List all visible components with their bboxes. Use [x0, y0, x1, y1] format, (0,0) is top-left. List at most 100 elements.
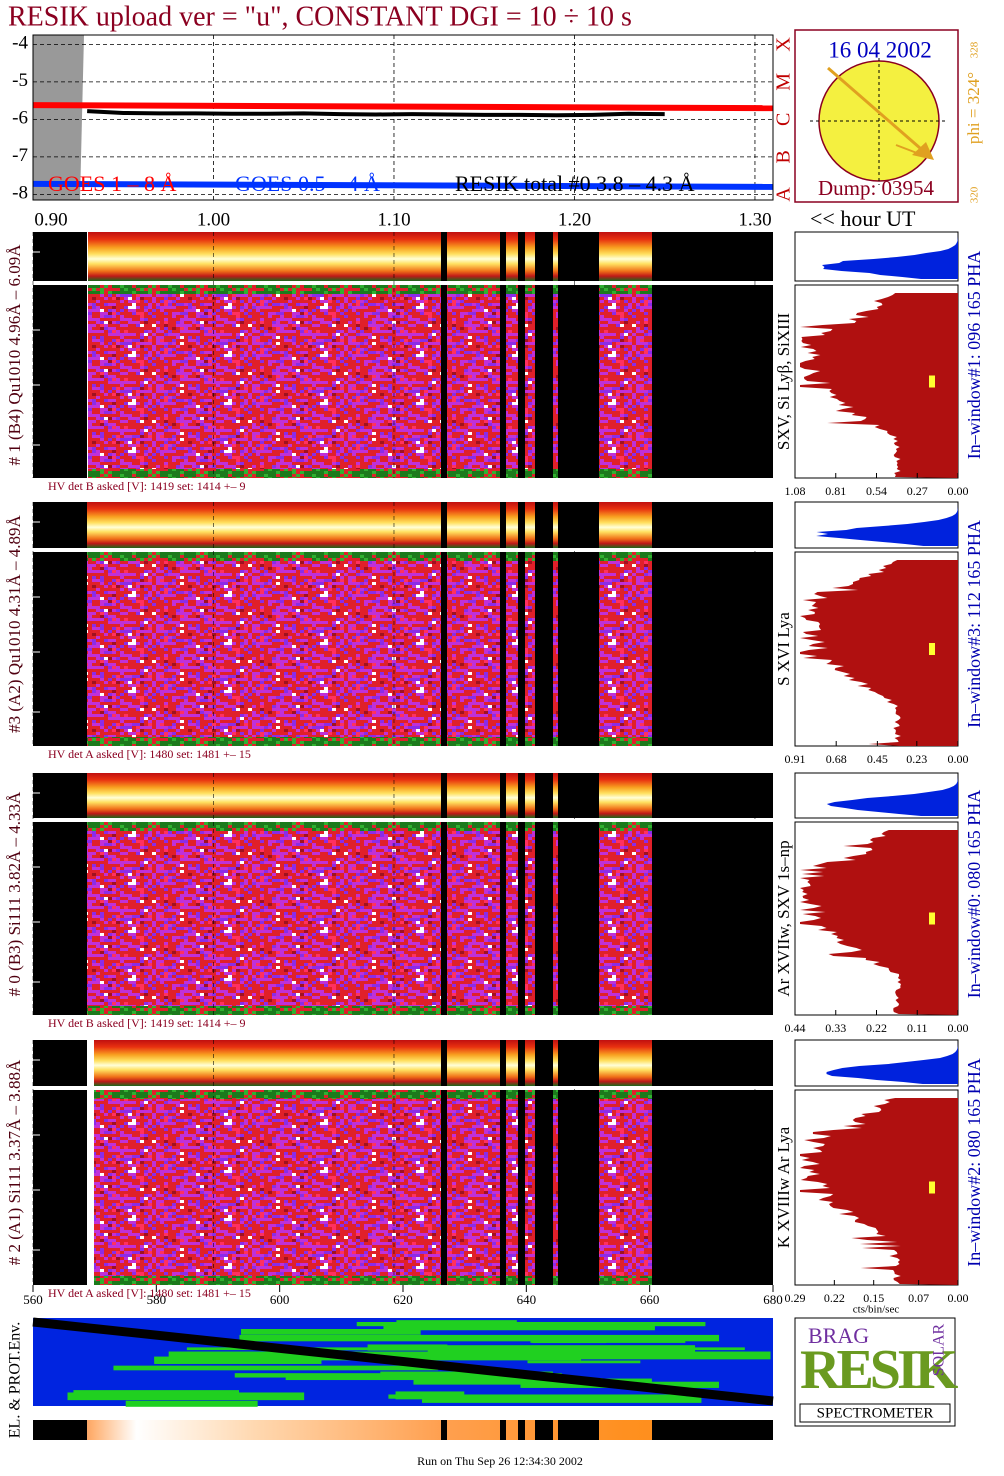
hist-tick-label: 1.08 [785, 484, 806, 498]
env-streak [67, 1392, 305, 1401]
emission-lines: Ar XVIIw, SXV 1s–np [774, 840, 793, 996]
data-gap [535, 285, 553, 478]
window-label: In–window#0: 080 165 PHA [964, 790, 984, 999]
data-gap [33, 1040, 87, 1086]
hist-shape [816, 504, 958, 546]
x-tick-label: 620 [393, 1292, 413, 1307]
env-streak [113, 1365, 439, 1371]
env-streak [367, 1344, 448, 1351]
footer: Run on Thu Sep 26 12:34:30 2002 [417, 1454, 583, 1468]
hist-unit: cts/bin/sec [853, 1304, 900, 1316]
env-diagonal [32, 1317, 774, 1406]
hist-tick-label: 0.91 [785, 752, 806, 766]
series-line [32, 180, 774, 190]
title: RESIK upload ver = "u", CONSTANT DGI = 1… [8, 1, 632, 32]
data-gap [441, 822, 447, 1015]
flare-class-label: X [773, 37, 795, 52]
hv-status: HV det A asked [V]: 1480 set: 1481 +– 15 [48, 747, 251, 761]
env-streak [273, 1353, 582, 1361]
data-gap [652, 232, 773, 281]
sun-date: 16 04 2002 [828, 37, 932, 62]
data-gap [558, 285, 599, 478]
hist-tick-label: 0.15 [863, 1291, 884, 1305]
logo-top: BRAG [808, 1323, 869, 1348]
panel-label: #3 (A2) Qu1010 4.31Å – 4.89Å [5, 514, 24, 732]
emission-lines: S XVI Lya [774, 612, 793, 686]
data-gap [518, 822, 525, 1015]
data-gap [652, 822, 773, 1015]
hist-tick-label: 0.11 [907, 1021, 928, 1035]
data-gap [500, 1090, 506, 1285]
data-gap [33, 502, 87, 548]
data-gap [441, 1040, 447, 1086]
y-tick-label: -4 [12, 33, 28, 54]
x-tick-label: 1.00 [197, 209, 230, 230]
hist-tick-label: 0.00 [948, 752, 969, 766]
spectrogram-edge [80, 552, 652, 561]
spectrogram-edge [88, 285, 652, 294]
plot-frame-outline [32, 34, 774, 201]
data-gap [518, 232, 525, 281]
data-gap [500, 502, 506, 548]
data-gap [441, 1090, 447, 1285]
panel-label: # 1 (B4) Qu1010 4.96Å – 6.09Å [5, 244, 24, 466]
data-gap [441, 552, 447, 746]
data-gap [33, 822, 87, 1015]
data-gap [558, 1040, 599, 1086]
data-gap [558, 773, 599, 818]
plot-frame [32, 34, 774, 201]
data-gap [441, 1420, 447, 1440]
hv-status: HV det B asked [V]: 1419 set: 1414 +– 9 [48, 479, 246, 493]
y-tick-label: -7 [12, 145, 28, 166]
env-streak [530, 1336, 686, 1343]
data-gap [535, 773, 553, 818]
hist-tick-label: 0.68 [826, 752, 847, 766]
data-gap [441, 285, 447, 478]
data-gap [558, 822, 599, 1015]
hist-shape [826, 1042, 958, 1084]
env-streak [239, 1334, 720, 1342]
data-gap [558, 1090, 599, 1285]
spectrogram-edge [94, 1090, 652, 1099]
data-gap [535, 502, 553, 548]
data-gap [500, 285, 506, 478]
x-tick-label: 580 [147, 1292, 167, 1307]
data-gap [500, 773, 506, 818]
hist-marker [929, 912, 935, 925]
data-gap [33, 1090, 87, 1285]
env-streak [527, 1360, 641, 1364]
panel-label: # 2 (A1) Si111 3.37Å – 3.88Å [5, 1059, 24, 1265]
x-tick-label: 600 [270, 1292, 290, 1307]
window-label: In–window#2: 080 165 PHA [964, 1058, 984, 1267]
data-gap [652, 552, 773, 746]
data-gap [535, 1420, 553, 1440]
hist-tick-label: 0.54 [866, 484, 887, 498]
data-gap [441, 502, 447, 548]
data-gap [652, 773, 773, 818]
hist-tick-label: 0.29 [785, 1291, 806, 1305]
hist-shape [800, 830, 958, 1015]
flare-class-label: C [773, 113, 795, 126]
data-gap [652, 285, 773, 478]
hist-tick-label: 0.44 [785, 1021, 806, 1035]
data-gap [558, 552, 599, 746]
y-tick-label: -8 [12, 183, 28, 204]
x-tick-label: 1.10 [377, 209, 410, 230]
sun-arrow [895, 144, 931, 159]
logo-main: RESIK [800, 1339, 959, 1401]
spectrogram-edge [80, 737, 652, 746]
x-tick-label: 1.30 [738, 209, 771, 230]
x-axis-label: << hour UT [810, 206, 916, 231]
env-label: EL. & PROT.Env. [7, 1322, 24, 1438]
x-tick-label: 1.20 [558, 209, 591, 230]
window-label: In–window#3: 112 165 PHA [964, 520, 984, 728]
data-gap [518, 1090, 525, 1285]
data-gap [500, 232, 506, 281]
data-gap [500, 552, 506, 746]
legend-entry: RESIK total #0 3.8 – 4.3 Å [455, 171, 695, 196]
hist-tick-label: 0.00 [948, 484, 969, 498]
data-gap [33, 1420, 40, 1440]
data-gap [558, 1420, 599, 1440]
hist-tick-label: 0.27 [907, 484, 928, 498]
